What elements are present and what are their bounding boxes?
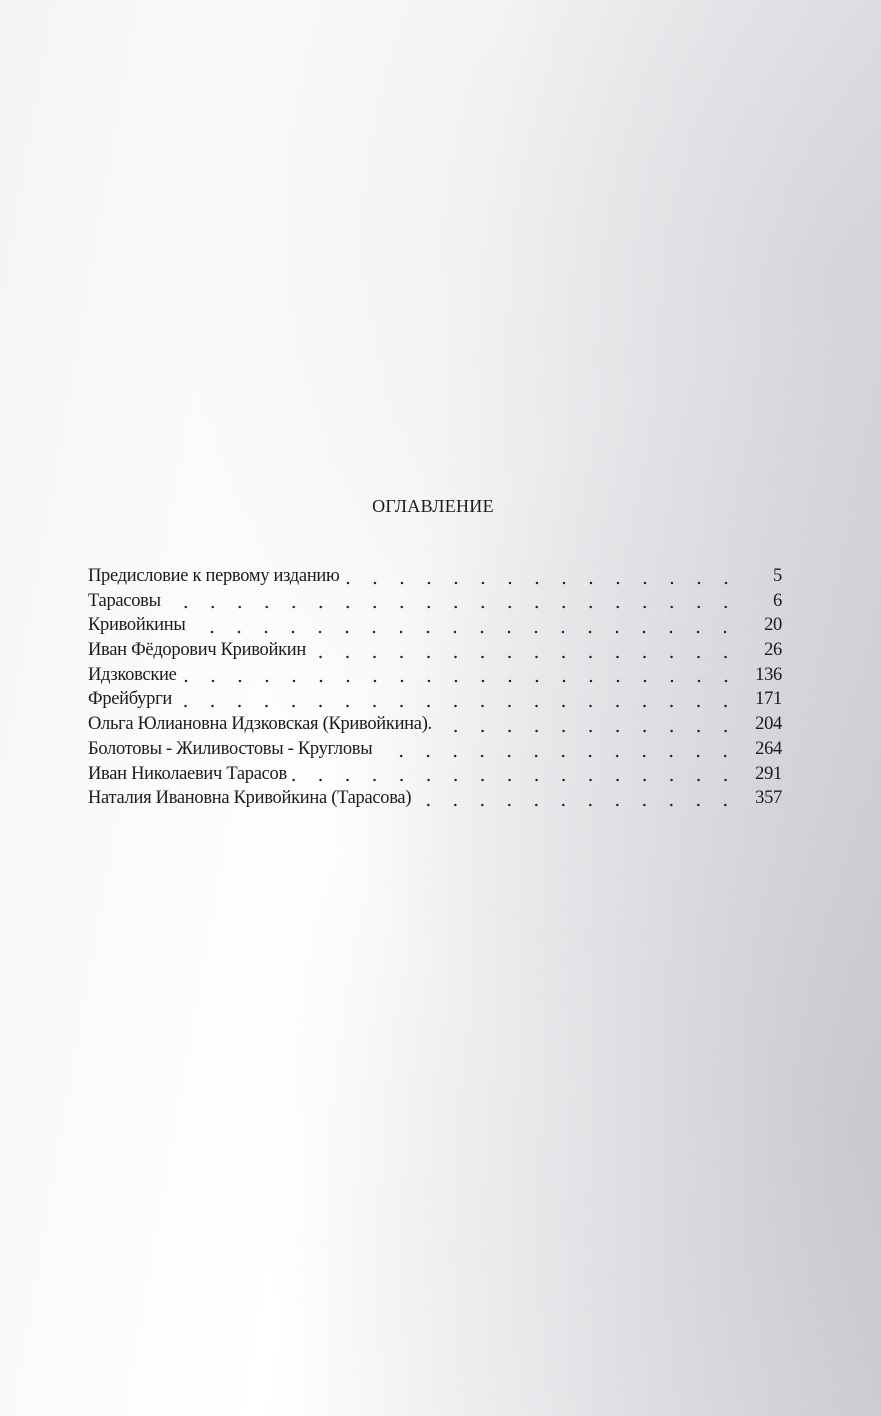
dot-leader xyxy=(164,605,742,610)
dot-leader xyxy=(290,778,742,783)
toc-entry-label: Фрейбурги xyxy=(88,689,172,710)
toc-entry-label: Иван Фёдорович Кривойкин xyxy=(88,640,306,661)
toc-entry-label: Идзковские xyxy=(88,664,177,685)
toc-entry: Идзковские 136 xyxy=(88,665,782,690)
toc-entry-page: 264 xyxy=(755,738,782,759)
dot-leader xyxy=(343,580,742,585)
toc-entry: Наталия Ивановна Кривойкина (Тарасова) 35… xyxy=(88,788,782,813)
toc-entry: Предисловие к первому изданию 5 xyxy=(88,566,782,591)
toc-entry: Болотовы - Жиливостовы - Кругловы 264 xyxy=(88,739,782,764)
toc-entry-label: Кривойкины xyxy=(88,615,186,636)
toc-entry: Ольга Юлиановна Идзковская (Кривойкина).… xyxy=(88,714,782,739)
toc-entry: Тарасовы 6 xyxy=(88,591,782,616)
toc-entry-page: 204 xyxy=(755,714,782,735)
dot-leader xyxy=(376,753,742,758)
dot-leader xyxy=(309,654,742,659)
toc-entry-page: 20 xyxy=(764,615,782,636)
dot-leader xyxy=(175,704,742,709)
toc-entry-label: Наталия Ивановна Кривойкина (Тарасова) xyxy=(88,788,412,809)
toc-entry-page: 291 xyxy=(755,763,782,784)
dot-leader xyxy=(180,679,742,684)
dot-leader xyxy=(415,802,742,807)
toc-entry: Фрейбурги 171 xyxy=(88,689,782,714)
toc-entry-page: 357 xyxy=(755,788,782,809)
toc-entry-page: 26 xyxy=(764,640,782,661)
toc-entry-label: Болотовы - Жиливостовы - Кругловы xyxy=(88,738,373,759)
toc-entry: Иван Фёдорович Кривойкин 26 xyxy=(88,640,782,665)
toc-entry-page: 5 xyxy=(773,566,782,586)
dot-leader xyxy=(435,728,742,733)
toc-entry-label: Ольга Юлиановна Идзковская (Кривойкина). xyxy=(88,714,432,735)
toc-title: ОГЛАВЛЕНИЕ xyxy=(372,496,494,516)
toc-entry: Иван Николаевич Тарасов 291 xyxy=(88,764,782,789)
dot-leader xyxy=(189,630,742,635)
toc-entry-label: Предисловие к первому изданию xyxy=(88,566,340,586)
toc-entry-label: Тарасовы xyxy=(88,590,161,611)
toc-entry-page: 136 xyxy=(755,664,782,685)
toc-entry-label: Иван Николаевич Тарасов xyxy=(88,763,287,784)
table-of-contents: Предисловие к первому изданию 5 Тарасовы 6… xyxy=(88,566,782,813)
toc-entry: Кривойкины 20 xyxy=(88,615,782,640)
toc-entry-page: 6 xyxy=(773,590,782,611)
toc-entry-page: 171 xyxy=(755,689,782,710)
